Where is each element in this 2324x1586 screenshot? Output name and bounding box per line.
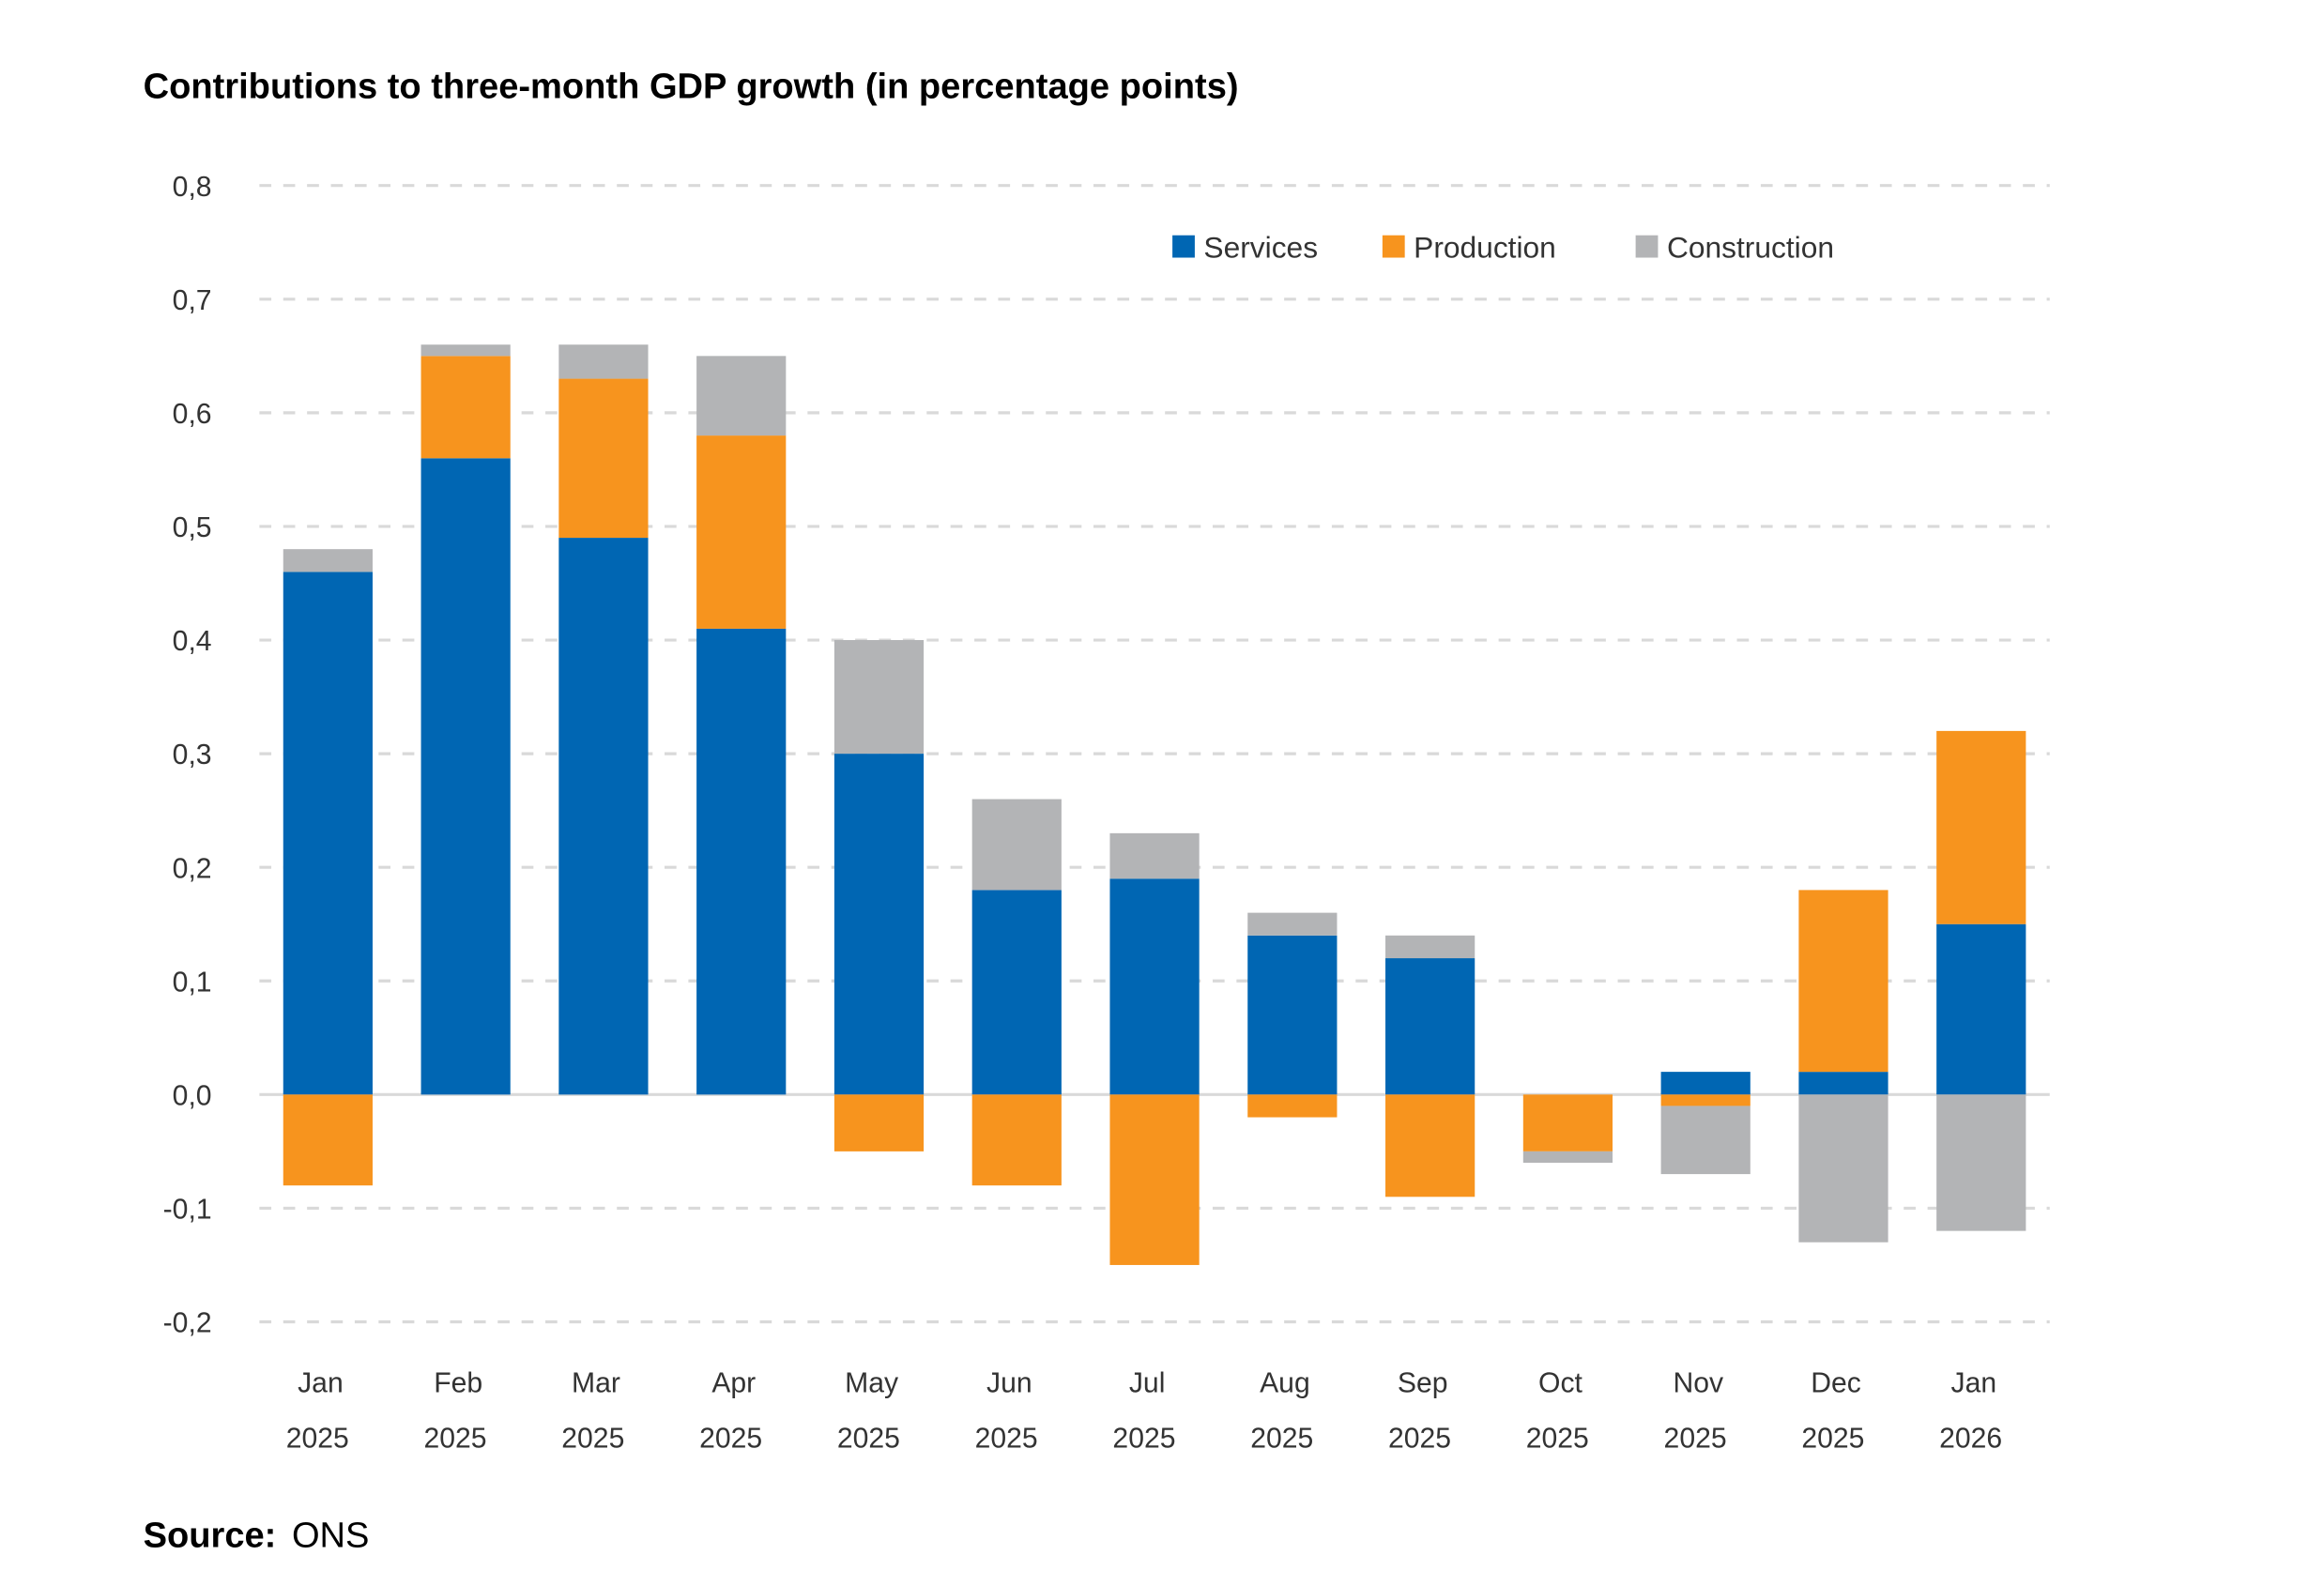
- bar-services-aug-2025: [1247, 935, 1338, 1095]
- x-tick-month: Jun: [986, 1368, 1032, 1399]
- y-tick-label: 0,1: [173, 967, 212, 998]
- x-tick-year: 2025: [1112, 1423, 1175, 1454]
- y-tick-label: -0,1: [163, 1195, 212, 1226]
- x-tick-month: Apr: [711, 1368, 756, 1399]
- x-tick-month: Jan: [298, 1368, 344, 1399]
- bar-production-may-2025: [833, 1094, 925, 1151]
- x-tick-year: 2025: [1526, 1423, 1589, 1454]
- bar-production-jun-2025: [971, 1094, 1062, 1186]
- x-tick-month: Oct: [1538, 1368, 1583, 1399]
- y-tick-label: 0,3: [173, 740, 212, 770]
- bar-production-aug-2025: [1247, 1094, 1338, 1118]
- legend-swatch-construction: [1635, 235, 1659, 258]
- legend: Services Production Construction: [1172, 231, 1834, 265]
- legend-swatch-production: [1382, 235, 1405, 258]
- bar-construction-may-2025: [833, 640, 925, 755]
- x-tick-month: Dec: [1811, 1368, 1861, 1399]
- bar-construction-sep-2025: [1385, 935, 1475, 959]
- bar-production-apr-2025: [696, 435, 787, 629]
- bar-services-sep-2025: [1385, 958, 1475, 1095]
- bar-services-mar-2025: [558, 538, 649, 1095]
- bar-construction-oct-2025: [1522, 1151, 1613, 1163]
- bar-construction-apr-2025: [696, 356, 787, 436]
- x-tick-year: 2025: [286, 1423, 349, 1454]
- bar-construction-nov-2025: [1660, 1106, 1751, 1175]
- x-tick-year: 2025: [424, 1423, 487, 1454]
- bar-services-jun-2025: [971, 890, 1062, 1095]
- bar-services-jan-2026: [1936, 923, 2026, 1095]
- legend-label-production: Production: [1414, 231, 1556, 265]
- x-tick-year: 2025: [699, 1423, 762, 1454]
- bar-production-dec-2025: [1798, 890, 1888, 1073]
- x-tick-month: Jul: [1129, 1368, 1166, 1399]
- y-tick-label: 0,0: [173, 1080, 212, 1111]
- bar-construction-jan-2026: [1936, 1094, 2026, 1231]
- bar-services-nov-2025: [1660, 1072, 1751, 1095]
- x-tick-month: Aug: [1260, 1368, 1310, 1399]
- x-tick-month: May: [845, 1368, 899, 1399]
- bar-construction-jun-2025: [971, 799, 1062, 891]
- x-tick-year: 2025: [1250, 1423, 1313, 1454]
- bar-production-oct-2025: [1522, 1094, 1613, 1151]
- x-tick-year: 2025: [561, 1423, 624, 1454]
- x-tick-month: Jan: [1951, 1368, 1997, 1399]
- bar-construction-feb-2025: [420, 344, 511, 357]
- y-tick-label: 0,2: [173, 853, 212, 884]
- y-tick-label: -0,2: [163, 1308, 212, 1339]
- x-tick-year: 2025: [975, 1423, 1038, 1454]
- y-tick-label: 0,5: [173, 512, 212, 543]
- x-tick-year: 2025: [1388, 1423, 1451, 1454]
- bar-production-mar-2025: [558, 378, 649, 539]
- bar-production-feb-2025: [420, 356, 511, 459]
- source-note: Source: ONS: [144, 1517, 370, 1556]
- y-tick-label: 0,4: [173, 626, 212, 657]
- bar-construction-jul-2025: [1109, 832, 1200, 879]
- y-tick-label: 0,7: [173, 285, 212, 316]
- bar-production-jan-2026: [1936, 730, 2026, 924]
- bar-construction-dec-2025: [1798, 1094, 1888, 1243]
- bar-services-jul-2025: [1109, 878, 1200, 1095]
- bar-production-jul-2025: [1109, 1094, 1200, 1265]
- bar-services-apr-2025: [696, 628, 787, 1095]
- legend-label-services: Services: [1203, 231, 1318, 265]
- bar-services-dec-2025: [1798, 1072, 1888, 1095]
- bar-construction-aug-2025: [1247, 912, 1338, 936]
- x-tick-year: 2026: [1939, 1423, 2002, 1454]
- x-tick-month: Sep: [1398, 1368, 1448, 1399]
- source-value: ONS: [292, 1517, 370, 1556]
- chart-title: Contributions to three-month GDP growth …: [144, 68, 1239, 107]
- x-tick-year: 2025: [1801, 1423, 1864, 1454]
- x-tick-month: Nov: [1673, 1368, 1723, 1399]
- source-label: Source:: [144, 1517, 277, 1556]
- x-tick-month: Feb: [434, 1368, 482, 1399]
- bar-services-may-2025: [833, 754, 925, 1095]
- legend-swatch-services: [1172, 235, 1195, 258]
- bar-construction-mar-2025: [558, 344, 649, 379]
- bar-production-jan-2025: [283, 1094, 373, 1186]
- legend-label-construction: Construction: [1667, 231, 1834, 265]
- y-tick-label: 0,8: [173, 172, 212, 203]
- x-tick-month: Mar: [572, 1368, 620, 1399]
- bar-services-feb-2025: [420, 458, 511, 1095]
- bar-production-nov-2025: [1660, 1094, 1751, 1106]
- bar-production-sep-2025: [1385, 1094, 1475, 1197]
- x-tick-year: 2025: [837, 1423, 900, 1454]
- x-tick-year: 2025: [1664, 1423, 1727, 1454]
- bar-services-jan-2025: [283, 572, 373, 1095]
- y-tick-label: 0,6: [173, 399, 212, 430]
- bar-construction-jan-2025: [283, 549, 373, 572]
